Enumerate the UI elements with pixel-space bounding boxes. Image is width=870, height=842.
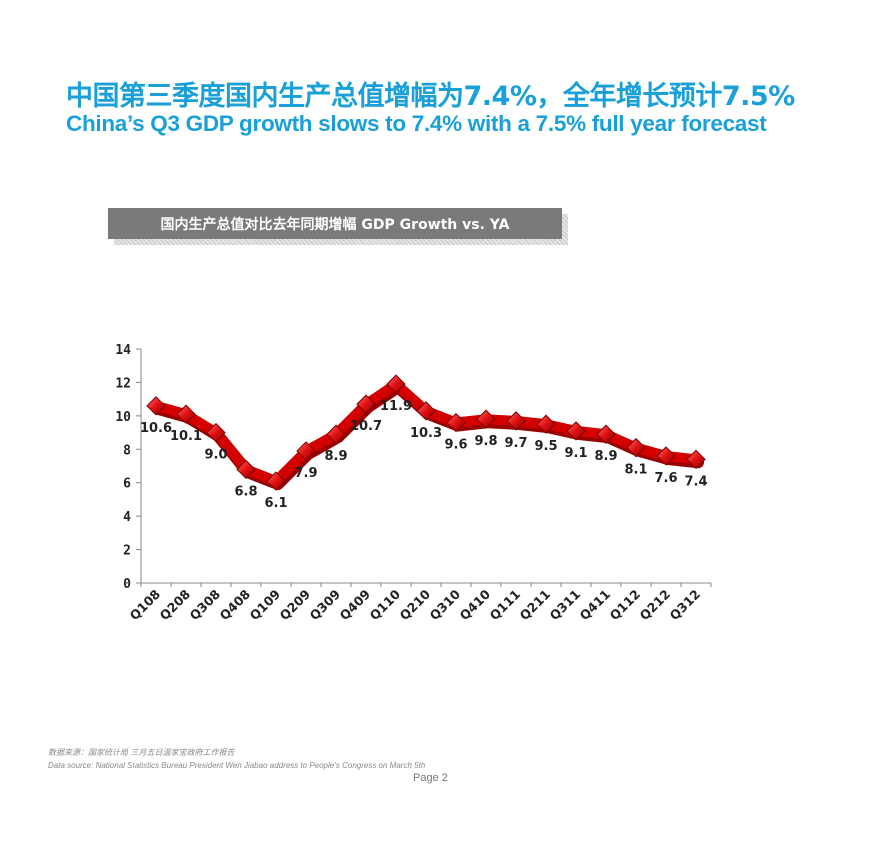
x-tick-label: Q311 (547, 587, 584, 624)
data-point-marker (566, 421, 586, 441)
data-label: 8.9 (594, 449, 617, 464)
x-tick-label: Q111 (487, 587, 524, 624)
data-point-marker (236, 459, 256, 480)
data-label: 10.6 (140, 421, 172, 436)
data-point-marker (656, 446, 676, 466)
data-label: 9.7 (504, 436, 527, 451)
x-tick-label: Q108 (127, 587, 164, 624)
x-tick-label: Q209 (277, 587, 314, 624)
data-label: 7.6 (654, 471, 677, 486)
x-tick-label: Q210 (397, 586, 434, 623)
data-point-marker (416, 401, 436, 421)
x-tick-label: Q112 (607, 587, 644, 624)
page-number: Page 2 (413, 772, 448, 784)
data-label: 9.1 (564, 446, 587, 461)
x-tick-label: Q309 (307, 587, 344, 624)
data-point-marker (506, 411, 526, 431)
y-tick-label: 2 (123, 544, 131, 559)
data-point-marker (176, 404, 196, 424)
y-tick-label: 10 (115, 410, 131, 425)
data-point-marker (596, 424, 616, 444)
data-label: 10.7 (350, 419, 382, 434)
x-tick-label: Q409 (337, 587, 374, 624)
data-label: 9.0 (204, 448, 227, 463)
x-tick-label: Q208 (157, 587, 194, 624)
data-label: 11.9 (380, 399, 412, 414)
y-tick-label: 12 (115, 376, 131, 391)
slide-title-english: China’s Q3 GDP growth slows to 7.4% with… (66, 111, 767, 136)
data-point-marker (626, 437, 646, 458)
data-point-marker (476, 409, 496, 429)
data-point-marker (686, 449, 706, 470)
y-tick-label: 0 (123, 577, 131, 592)
x-tick-label: Q310 (427, 586, 464, 623)
x-tick-label: Q408 (217, 587, 254, 624)
y-tick-label: 14 (115, 343, 131, 358)
data-source-chinese: 数据来源：国家统计局 三月五日温家宝政府工作报告 (48, 748, 235, 757)
data-point-marker (296, 441, 316, 461)
y-tick-label: 6 (123, 477, 131, 492)
data-label: 10.3 (410, 426, 442, 441)
data-label: 7.4 (684, 474, 707, 489)
data-point-marker (326, 424, 346, 444)
data-point-marker (206, 422, 226, 443)
data-label: 8.9 (324, 449, 347, 464)
data-point-marker (386, 374, 406, 394)
x-tick-label: Q110 (367, 586, 404, 623)
data-label: 9.5 (534, 439, 557, 454)
x-tick-label: Q410 (457, 586, 494, 623)
x-tick-label: Q109 (247, 587, 284, 624)
x-tick-label: Q312 (667, 587, 704, 624)
data-point-marker (536, 414, 556, 434)
x-tick-label: Q211 (517, 587, 554, 624)
data-point-marker (446, 412, 466, 433)
data-point-marker (356, 394, 376, 414)
slide-title-chinese: 中国第三季度国内生产总值增幅为7.4%，全年增长预计7.5% (66, 81, 795, 112)
x-tick-label: Q411 (577, 587, 614, 624)
data-label: 7.9 (294, 466, 317, 481)
y-tick-label: 4 (123, 510, 131, 525)
data-label: 6.8 (234, 484, 257, 499)
chart-title: 国内生产总值对比去年同期增幅 GDP Growth vs. YA (108, 208, 562, 239)
data-label: 8.1 (624, 463, 647, 478)
x-tick-label: Q212 (637, 587, 674, 624)
data-point-marker (266, 471, 286, 491)
data-source-english: Data source: National Statistics Bureau … (48, 761, 426, 770)
data-label: 10.1 (170, 429, 202, 444)
data-label: 9.8 (474, 434, 497, 449)
data-point-marker (146, 396, 166, 416)
data-label: 9.6 (444, 438, 467, 453)
data-label: 6.1 (264, 496, 287, 511)
x-tick-label: Q308 (187, 587, 224, 624)
y-tick-label: 8 (123, 443, 131, 458)
